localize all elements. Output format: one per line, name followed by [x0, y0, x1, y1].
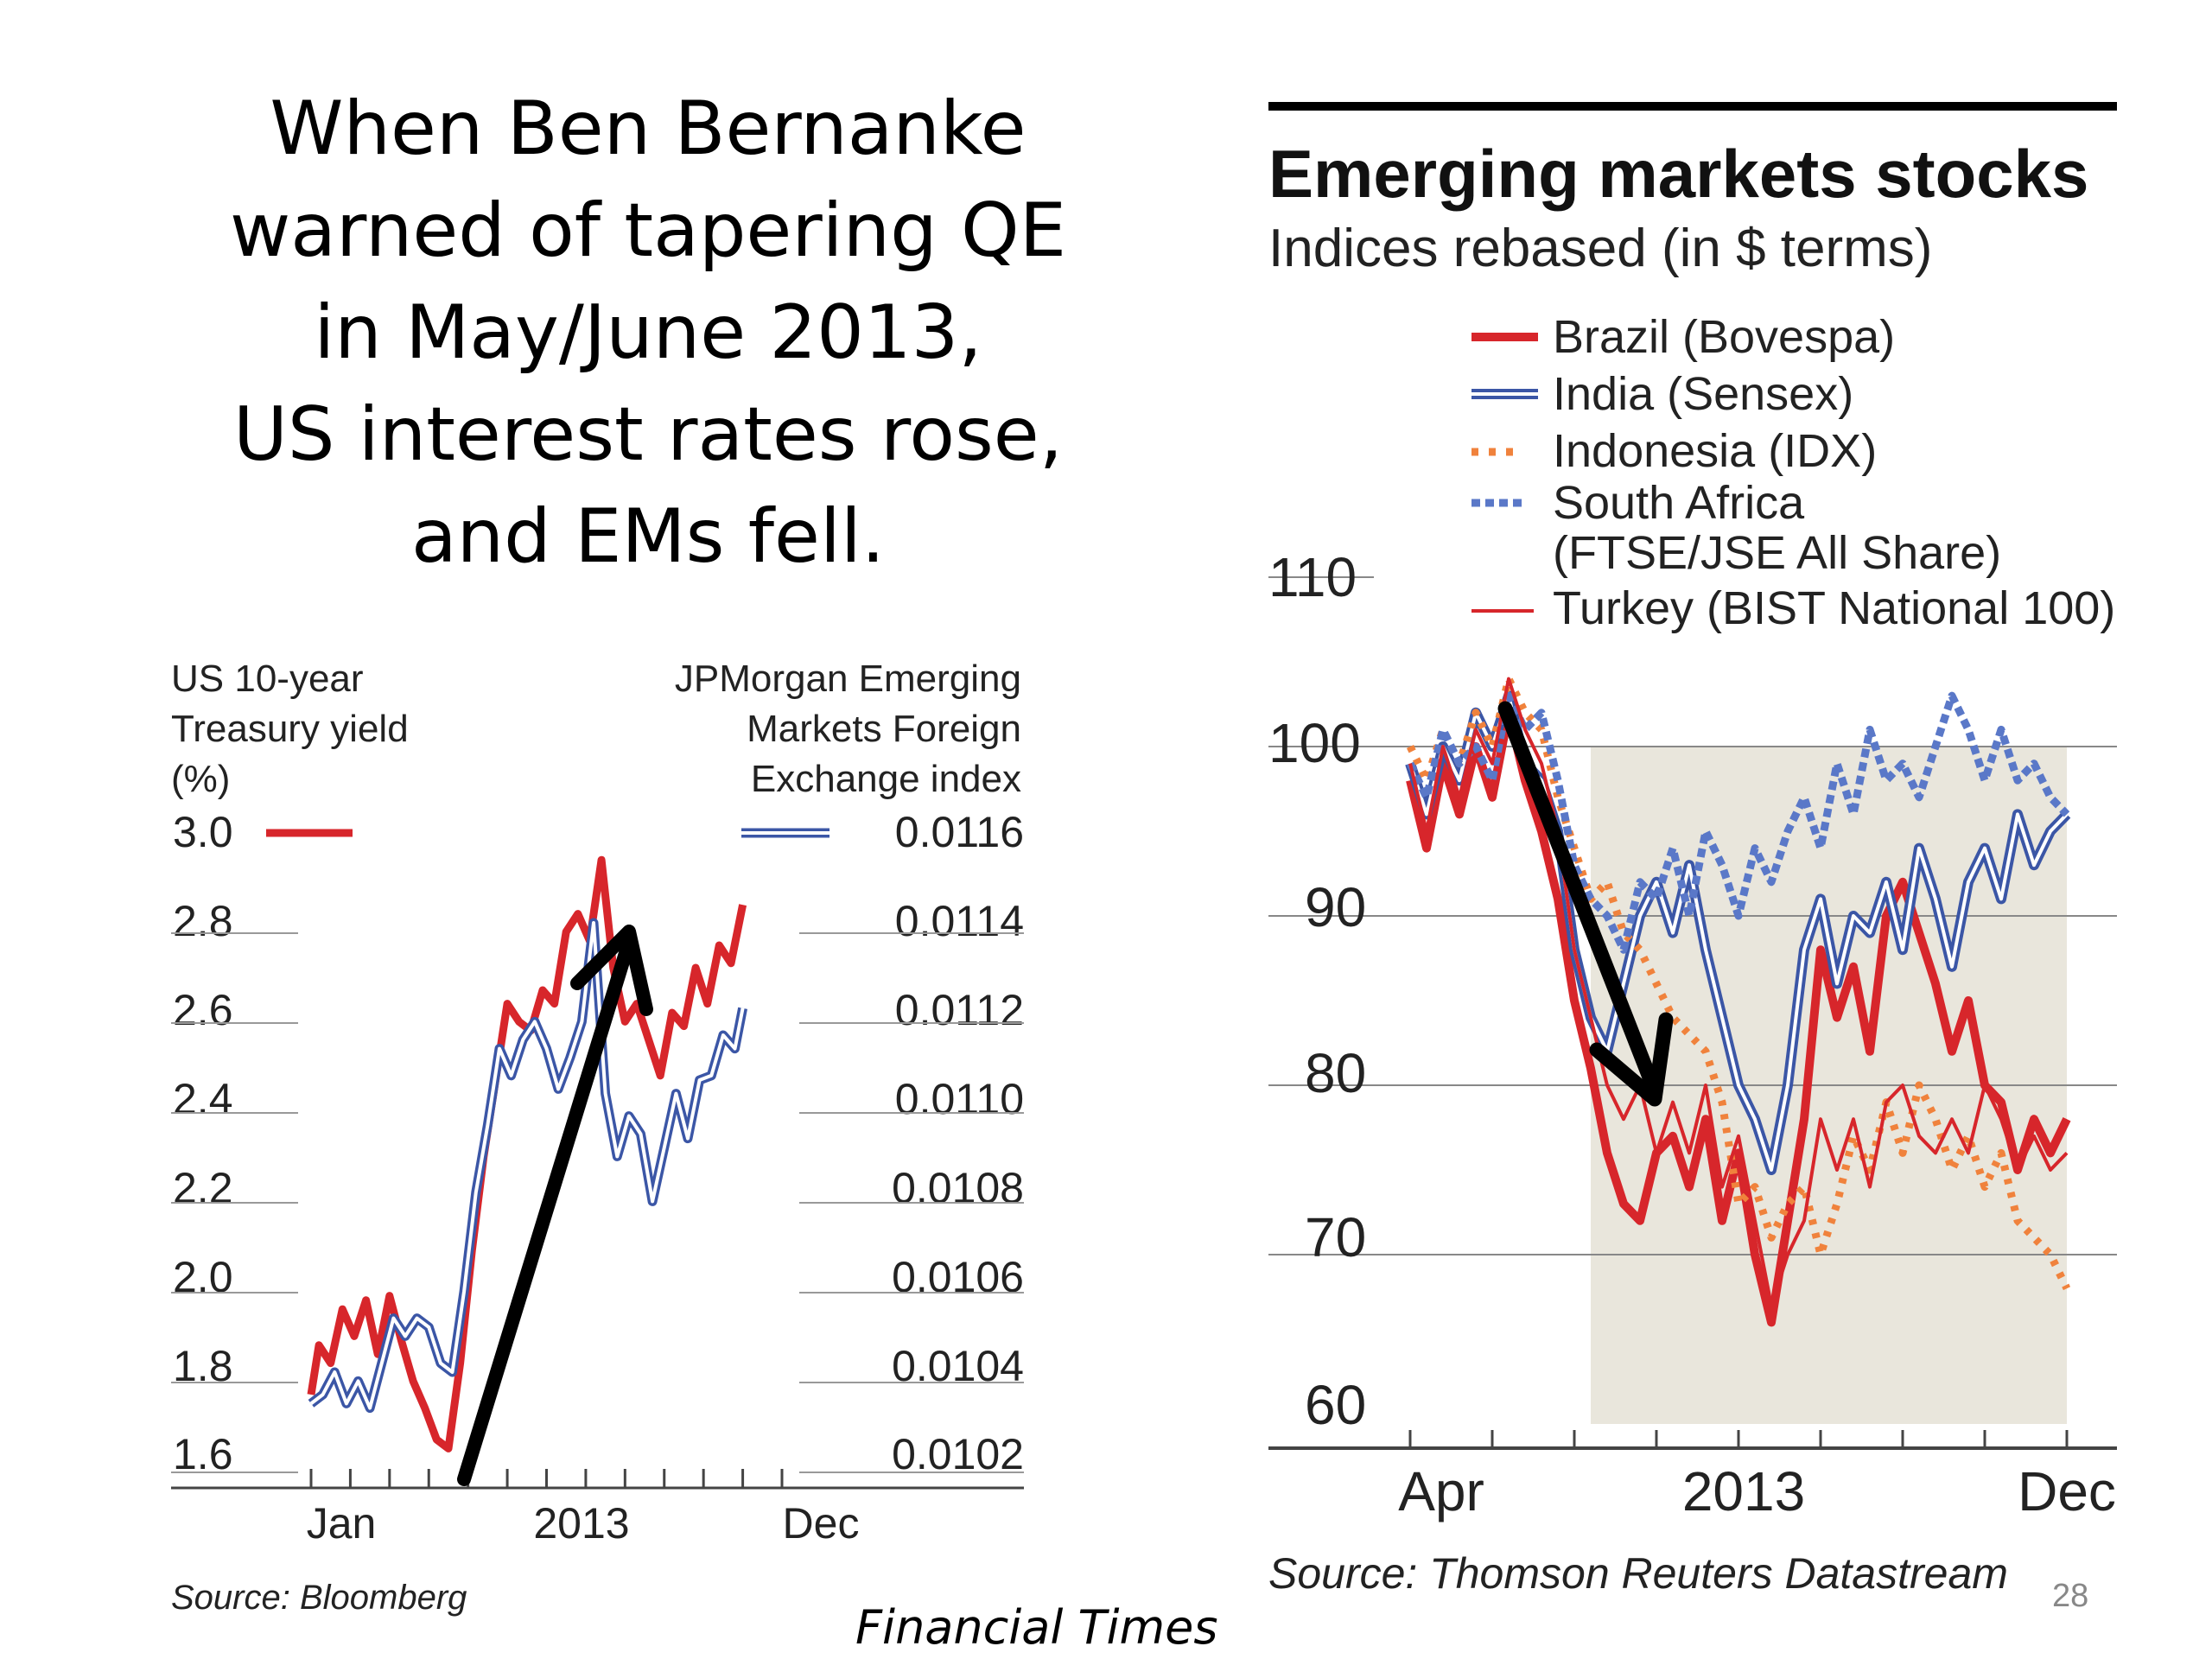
legend-label-india: India (Sensex)	[1553, 368, 1853, 420]
left-xtick-label: Dec	[783, 1499, 860, 1548]
left-ytick-label: 2.6	[173, 986, 233, 1034]
left-axis-label-line-3: (%)	[171, 758, 230, 800]
legend-label-brazil: Brazil (Bovespa)	[1553, 311, 1895, 363]
left-chart-gridlines	[171, 932, 1024, 1473]
title-rule	[1268, 102, 2117, 111]
left-xtick-labels: Jan 2013 Dec	[307, 1499, 860, 1548]
right-axis-label: JPMorgan Emerging Markets Foreign Exchan…	[675, 658, 1021, 800]
left-axis-label-line-1: US 10-year	[171, 658, 364, 700]
left-ytick-label: 2.4	[173, 1075, 233, 1123]
left-xtick-label: 2013	[533, 1499, 629, 1548]
chart-subtitle: Indices rebased (in $ terms)	[1268, 219, 1932, 278]
left-ytick-label: 2.2	[173, 1164, 233, 1212]
legend-label-turkey: Turkey (BIST National 100)	[1553, 582, 2115, 634]
ytick-label: 80	[1305, 1042, 1366, 1104]
left-axis-label: US 10-year Treasury yield (%)	[171, 658, 409, 800]
right-ytick-label: 0.0112	[895, 986, 1024, 1034]
headline-line-1: When Ben Bernanke	[270, 86, 1027, 172]
xtick-label: 2013	[1682, 1460, 1805, 1522]
left-ytick-label: 1.6	[173, 1430, 233, 1478]
left-chart-source: Source: Bloomberg	[171, 1579, 467, 1617]
right-chart-x-tick-marks	[1408, 1430, 2069, 1448]
left-axis-label-line-2: Treasury yield	[171, 708, 409, 750]
right-xtick-labels: Apr 2013 Dec	[1398, 1460, 2116, 1522]
legend-label-south-africa-index: (FTSE/JSE All Share)	[1553, 527, 2001, 579]
right-ytick-label: 0.0102	[892, 1430, 1024, 1478]
left-ytick-label: 3.0	[173, 808, 233, 856]
ytick-label: 100	[1268, 712, 1361, 774]
right-axis-label-line-3: Exchange index	[751, 758, 1021, 800]
left-yticks: 3.0 2.8 2.6 2.4 2.2 2.0 1.8 1.6	[173, 808, 233, 1478]
legend: Brazil (Bovespa) India (Sensex) Indonesi…	[1471, 311, 2115, 634]
right-ytick-label: 0.0110	[895, 1075, 1024, 1123]
falling-stocks-arrow	[1497, 701, 1674, 1107]
ytick-label: 70	[1305, 1206, 1366, 1268]
right-ytick-label: 0.0114	[895, 897, 1024, 945]
xtick-label: Apr	[1398, 1460, 1484, 1522]
right-axis-label-line-2: Markets Foreign	[747, 708, 1021, 750]
xtick-label: Dec	[2018, 1460, 2116, 1522]
left-ytick-label: 2.8	[173, 897, 233, 945]
left-xtick-label: Jan	[307, 1499, 377, 1548]
headline-line-5: and EMs fell.	[410, 493, 886, 580]
turkey-series-line	[1408, 677, 2069, 1307]
legend-label-south-africa: South Africa	[1553, 477, 1805, 529]
right-chart-source: Source: Thomson Reuters Datastream	[1268, 1549, 2008, 1598]
financial-times-credit: Financial Times	[855, 1600, 1218, 1655]
treasury-yield-line	[307, 855, 747, 1452]
chart-title: Emerging markets stocks	[1268, 136, 2088, 212]
right-ytick-label: 0.0108	[892, 1164, 1024, 1212]
legend-label-indonesia: Indonesia (IDX)	[1553, 425, 1877, 477]
ytick-label: 60	[1305, 1374, 1366, 1436]
right-yticks: 110 100 90 80 70 60	[1268, 546, 1366, 1436]
headline-line-4: US interest rates rose,	[232, 391, 1064, 478]
ytick-label: 90	[1305, 876, 1366, 938]
right-ytick-label: 0.0116	[895, 808, 1024, 856]
south-series-line	[1406, 691, 2070, 954]
headline-line-3: in May/June 2013,	[314, 289, 982, 376]
rising-yield-arrow	[457, 925, 653, 1486]
right-axis-label-line-1: JPMorgan Emerging	[675, 658, 1021, 700]
headline-line-2: warned of tapering QE	[229, 188, 1067, 274]
headline: When Ben Bernanke warned of tapering QE …	[156, 78, 1141, 588]
ytick-label: 110	[1268, 546, 1357, 608]
fx-index-line-inner	[309, 921, 745, 1410]
page-number: 28	[2052, 1578, 2089, 1614]
left-chart-x-tick-marks	[309, 1469, 784, 1488]
left-chart-series	[307, 855, 747, 1452]
